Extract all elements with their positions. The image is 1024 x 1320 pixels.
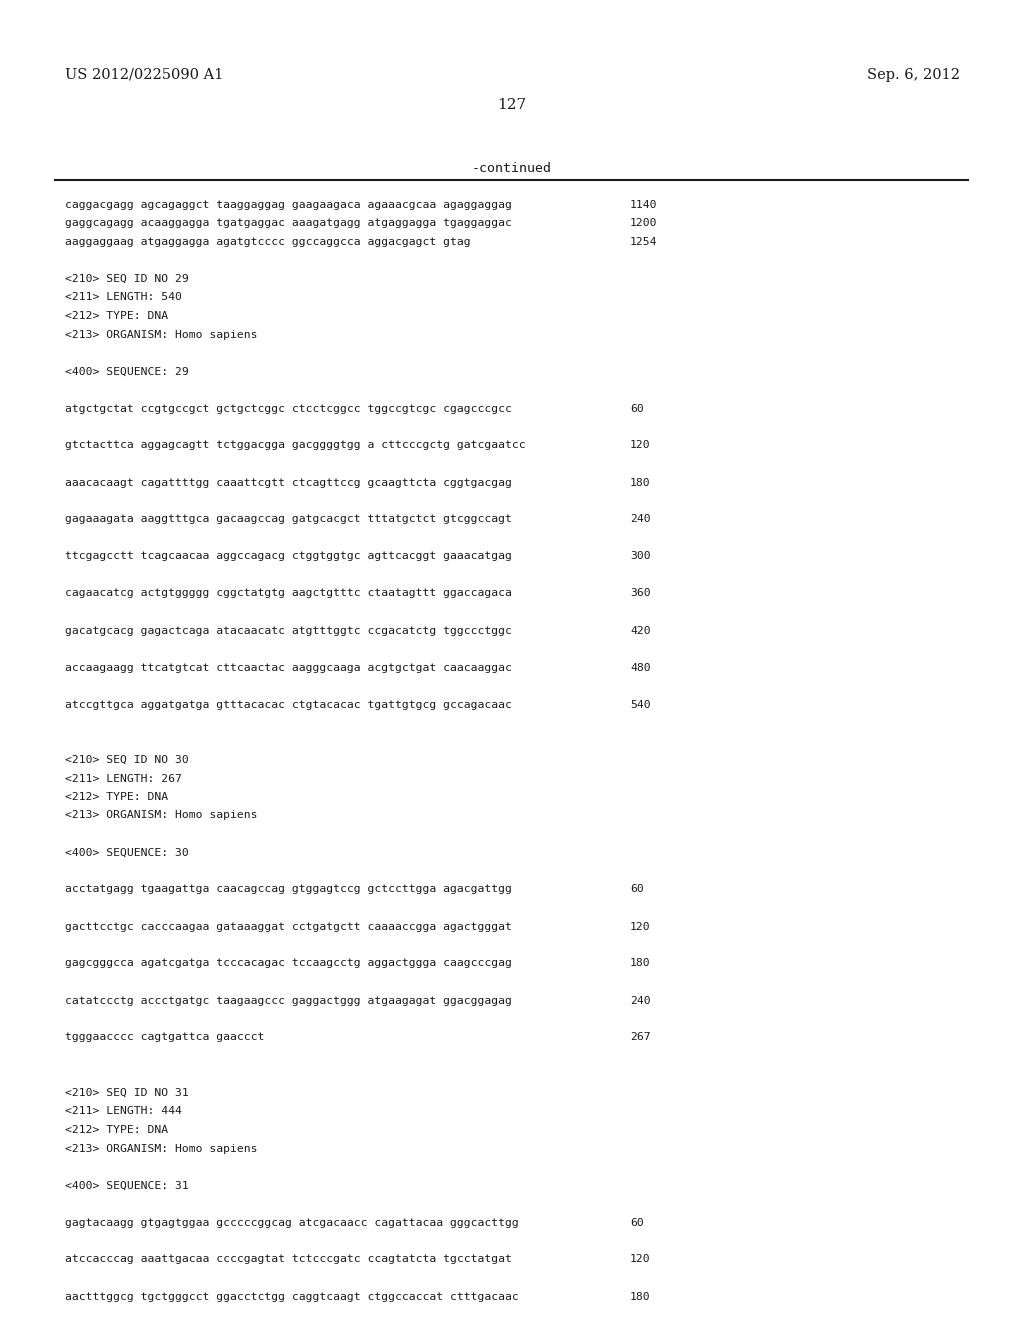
Text: acctatgagg tgaagattga caacagccag gtggagtccg gctccttgga agacgattgg: acctatgagg tgaagattga caacagccag gtggagt… xyxy=(65,884,512,895)
Text: <400> SEQUENCE: 31: <400> SEQUENCE: 31 xyxy=(65,1180,188,1191)
Text: <213> ORGANISM: Homo sapiens: <213> ORGANISM: Homo sapiens xyxy=(65,1143,257,1154)
Text: gaggcagagg acaaggagga tgatgaggac aaagatgagg atgaggagga tgaggaggac: gaggcagagg acaaggagga tgatgaggac aaagatg… xyxy=(65,219,512,228)
Text: <400> SEQUENCE: 30: <400> SEQUENCE: 30 xyxy=(65,847,188,858)
Text: 267: 267 xyxy=(630,1032,650,1043)
Text: 120: 120 xyxy=(630,1254,650,1265)
Text: atgctgctat ccgtgccgct gctgctcggc ctcctcggcc tggccgtcgc cgagcccgcc: atgctgctat ccgtgccgct gctgctcggc ctcctcg… xyxy=(65,404,512,413)
Text: <211> LENGTH: 540: <211> LENGTH: 540 xyxy=(65,293,182,302)
Text: 540: 540 xyxy=(630,700,650,710)
Text: <212> TYPE: DNA: <212> TYPE: DNA xyxy=(65,792,168,803)
Text: tgggaacccc cagtgattca gaaccct: tgggaacccc cagtgattca gaaccct xyxy=(65,1032,264,1043)
Text: gagaaagata aaggtttgca gacaagccag gatgcacgct tttatgctct gtcggccagt: gagaaagata aaggtttgca gacaagccag gatgcac… xyxy=(65,515,512,524)
Text: 120: 120 xyxy=(630,921,650,932)
Text: 360: 360 xyxy=(630,589,650,598)
Text: catatccctg accctgatgc taagaagccc gaggactggg atgaagagat ggacggagag: catatccctg accctgatgc taagaagccc gaggact… xyxy=(65,995,512,1006)
Text: 480: 480 xyxy=(630,663,650,672)
Text: 1254: 1254 xyxy=(630,238,657,247)
Text: <210> SEQ ID NO 31: <210> SEQ ID NO 31 xyxy=(65,1088,188,1098)
Text: <400> SEQUENCE: 29: <400> SEQUENCE: 29 xyxy=(65,367,188,376)
Text: 240: 240 xyxy=(630,995,650,1006)
Text: gagtacaagg gtgagtggaa gcccccggcag atcgacaacc cagattacaa gggcacttgg: gagtacaagg gtgagtggaa gcccccggcag atcgac… xyxy=(65,1217,519,1228)
Text: <211> LENGTH: 444: <211> LENGTH: 444 xyxy=(65,1106,182,1117)
Text: 240: 240 xyxy=(630,515,650,524)
Text: 127: 127 xyxy=(498,98,526,112)
Text: 120: 120 xyxy=(630,441,650,450)
Text: 180: 180 xyxy=(630,478,650,487)
Text: gacttcctgc cacccaagaa gataaaggat cctgatgctt caaaaccgga agactgggat: gacttcctgc cacccaagaa gataaaggat cctgatg… xyxy=(65,921,512,932)
Text: <211> LENGTH: 267: <211> LENGTH: 267 xyxy=(65,774,182,784)
Text: gagcgggcca agatcgatga tcccacagac tccaagcctg aggactggga caagcccgag: gagcgggcca agatcgatga tcccacagac tccaagc… xyxy=(65,958,512,969)
Text: aaggaggaag atgaggagga agatgtcccc ggccaggcca aggacgagct gtag: aaggaggaag atgaggagga agatgtcccc ggccagg… xyxy=(65,238,471,247)
Text: aactttggcg tgctgggcct ggacctctgg caggtcaagt ctggccaccat ctttgacaac: aactttggcg tgctgggcct ggacctctgg caggtca… xyxy=(65,1291,519,1302)
Text: Sep. 6, 2012: Sep. 6, 2012 xyxy=(867,69,961,82)
Text: atccacccag aaattgacaa ccccgagtat tctcccgatc ccagtatcta tgcctatgat: atccacccag aaattgacaa ccccgagtat tctcccg… xyxy=(65,1254,512,1265)
Text: 60: 60 xyxy=(630,884,644,895)
Text: US 2012/0225090 A1: US 2012/0225090 A1 xyxy=(65,69,223,82)
Text: -continued: -continued xyxy=(472,161,552,174)
Text: aaacacaagt cagattttgg caaattcgtt ctcagttccg gcaagttcta cggtgacgag: aaacacaagt cagattttgg caaattcgtt ctcagtt… xyxy=(65,478,512,487)
Text: gacatgcacg gagactcaga atacaacatc atgtttggtc ccgacatctg tggccctggc: gacatgcacg gagactcaga atacaacatc atgtttg… xyxy=(65,626,512,635)
Text: 60: 60 xyxy=(630,404,644,413)
Text: 180: 180 xyxy=(630,1291,650,1302)
Text: accaagaagg ttcatgtcat cttcaactac aagggcaaga acgtgctgat caacaaggac: accaagaagg ttcatgtcat cttcaactac aagggca… xyxy=(65,663,512,672)
Text: 300: 300 xyxy=(630,552,650,561)
Text: 420: 420 xyxy=(630,626,650,635)
Text: caggacgagg agcagaggct taaggaggag gaagaagaca agaaacgcaa agaggaggag: caggacgagg agcagaggct taaggaggag gaagaag… xyxy=(65,201,512,210)
Text: ttcgagcctt tcagcaacaa aggccagacg ctggtggtgc agttcacggt gaaacatgag: ttcgagcctt tcagcaacaa aggccagacg ctggtgg… xyxy=(65,552,512,561)
Text: cagaacatcg actgtggggg cggctatgtg aagctgtttc ctaatagttt ggaccagaca: cagaacatcg actgtggggg cggctatgtg aagctgt… xyxy=(65,589,512,598)
Text: gtctacttca aggagcagtt tctggacgga gacggggtgg a cttcccgctg gatcgaatcc: gtctacttca aggagcagtt tctggacgga gacgggg… xyxy=(65,441,525,450)
Text: 1140: 1140 xyxy=(630,201,657,210)
Text: 1200: 1200 xyxy=(630,219,657,228)
Text: 60: 60 xyxy=(630,1217,644,1228)
Text: 180: 180 xyxy=(630,958,650,969)
Text: <212> TYPE: DNA: <212> TYPE: DNA xyxy=(65,312,168,321)
Text: <213> ORGANISM: Homo sapiens: <213> ORGANISM: Homo sapiens xyxy=(65,810,257,821)
Text: <210> SEQ ID NO 30: <210> SEQ ID NO 30 xyxy=(65,755,188,766)
Text: <213> ORGANISM: Homo sapiens: <213> ORGANISM: Homo sapiens xyxy=(65,330,257,339)
Text: <210> SEQ ID NO 29: <210> SEQ ID NO 29 xyxy=(65,275,188,284)
Text: <212> TYPE: DNA: <212> TYPE: DNA xyxy=(65,1125,168,1135)
Text: atccgttgca aggatgatga gtttacacac ctgtacacac tgattgtgcg gccagacaac: atccgttgca aggatgatga gtttacacac ctgtaca… xyxy=(65,700,512,710)
